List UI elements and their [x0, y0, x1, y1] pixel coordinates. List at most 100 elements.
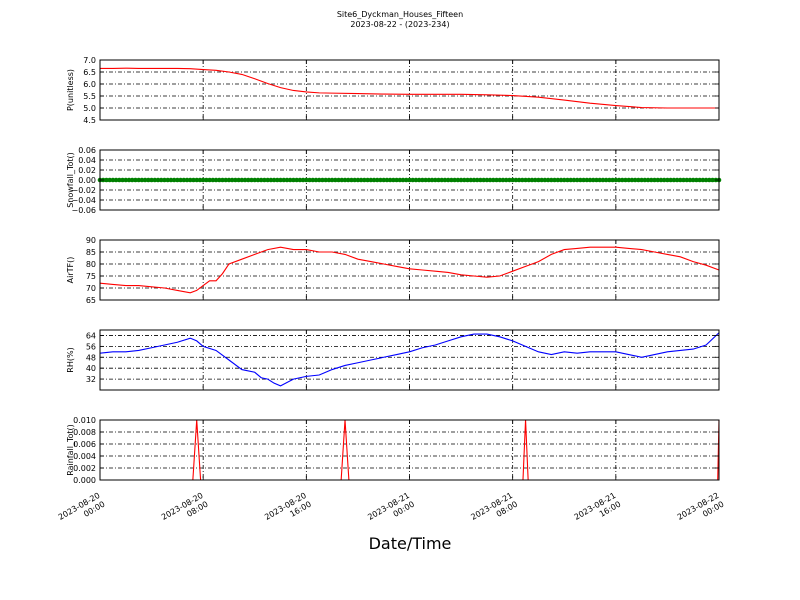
snowfall-point — [436, 177, 441, 183]
snowfall-point — [358, 177, 364, 183]
snowfall-point — [587, 177, 593, 183]
snowfall-point — [529, 177, 535, 183]
snowfall-point — [339, 177, 345, 183]
snowfall-point — [491, 177, 496, 183]
snowfall-point — [268, 177, 274, 183]
snowfall-point — [181, 177, 187, 183]
series-line — [100, 67, 719, 109]
snowfall-point — [478, 177, 483, 183]
snowfall-point — [294, 177, 299, 183]
y-tick-label: 75 — [86, 272, 96, 281]
snowfall-point — [500, 177, 506, 183]
snowfall-point — [449, 177, 454, 183]
snowfall-point — [674, 177, 680, 183]
snowfall-point — [291, 177, 296, 183]
snowfall-point — [681, 177, 686, 183]
y-tick-label: 6.5 — [83, 68, 96, 77]
snowfall-point — [265, 177, 270, 183]
y-axis-label: RH(%) — [66, 347, 75, 372]
snowfall-point — [304, 177, 309, 183]
y-tick-label: 5.0 — [83, 104, 96, 113]
snowfall-point — [700, 177, 706, 183]
snowfall-point — [613, 177, 619, 183]
snowfall-point — [233, 177, 238, 183]
y-tick-label: −0.06 — [71, 206, 96, 215]
snowfall-point — [545, 177, 551, 183]
snowfall-point — [374, 177, 380, 183]
snowfall-point — [249, 177, 254, 183]
snowfall-point — [191, 177, 196, 183]
snowfall-point — [336, 177, 341, 183]
snowfall-point — [239, 177, 245, 183]
y-tick-label: 5.5 — [83, 92, 96, 101]
snowfall-point — [703, 177, 709, 183]
chart-title: Site6_Dyckman_Houses_Fifteen — [336, 10, 464, 19]
y-tick-label: 65 — [86, 296, 96, 305]
snowfall-point — [616, 177, 622, 183]
snowfall-point — [636, 177, 641, 183]
snowfall-point — [400, 177, 406, 183]
snowfall-point — [178, 177, 183, 183]
snowfall-point — [565, 177, 570, 183]
snowfall-point — [497, 177, 503, 183]
snowfall-point — [110, 177, 116, 183]
snowfall-point — [123, 177, 129, 183]
snowfall-point — [465, 177, 470, 183]
snowfall-point — [665, 177, 670, 183]
snowfall-point — [394, 177, 399, 183]
y-tick-label: 90 — [86, 236, 96, 245]
snowfall-point — [165, 177, 170, 183]
snowfall-point — [532, 177, 538, 183]
snowfall-point — [645, 177, 651, 183]
y-axis-label: AirTF() — [66, 257, 75, 284]
snowfall-point — [549, 177, 554, 183]
snowfall-point — [507, 177, 512, 183]
snowfall-point — [697, 177, 702, 183]
snowfall-point — [661, 177, 667, 183]
y-tick-label: 80 — [86, 260, 96, 269]
snowfall-point — [113, 177, 119, 183]
snowfall-point — [342, 177, 348, 183]
snowfall-point — [432, 177, 438, 183]
snowfall-point — [600, 177, 606, 183]
snowfall-point — [171, 177, 177, 183]
y-tick-label: 0.00 — [78, 176, 96, 185]
snowfall-point — [423, 177, 428, 183]
snowfall-point — [210, 177, 216, 183]
y-tick-label: 0.006 — [73, 440, 96, 449]
snowfall-point — [307, 177, 312, 183]
series-line — [99, 246, 720, 294]
snowfall-point — [442, 177, 448, 183]
snowfall-point — [220, 177, 225, 183]
y-tick-label: 0.000 — [73, 476, 96, 485]
snowfall-point — [184, 177, 190, 183]
snowfall-point — [252, 177, 258, 183]
snowfall-point — [287, 177, 293, 183]
snowfall-point — [513, 177, 519, 183]
snowfall-point — [146, 177, 151, 183]
snowfall-point — [275, 177, 280, 183]
snowfall-point — [213, 177, 219, 183]
snowfall-point — [445, 177, 451, 183]
snowfall-point — [610, 177, 615, 183]
snowfall-point — [262, 177, 267, 183]
snowfall-point — [487, 177, 493, 183]
snowfall-point — [258, 177, 264, 183]
snowfall-point — [471, 177, 477, 183]
snowfall-point — [561, 177, 567, 183]
y-tick-label: 85 — [86, 248, 96, 257]
snowfall-point — [607, 177, 612, 183]
snowfall-point — [349, 177, 354, 183]
snowfall-point — [200, 177, 206, 183]
y-tick-label: 0.002 — [73, 464, 96, 473]
snowfall-point — [355, 177, 361, 183]
snowfall-point — [581, 177, 586, 183]
snowfall-point — [345, 177, 351, 183]
y-tick-label: 0.008 — [73, 428, 96, 437]
snowfall-point — [126, 177, 132, 183]
y-axis-label: Snowfall_Tot() — [66, 152, 75, 208]
y-tick-label: 6.0 — [83, 80, 96, 89]
snowfall-point — [420, 177, 425, 183]
